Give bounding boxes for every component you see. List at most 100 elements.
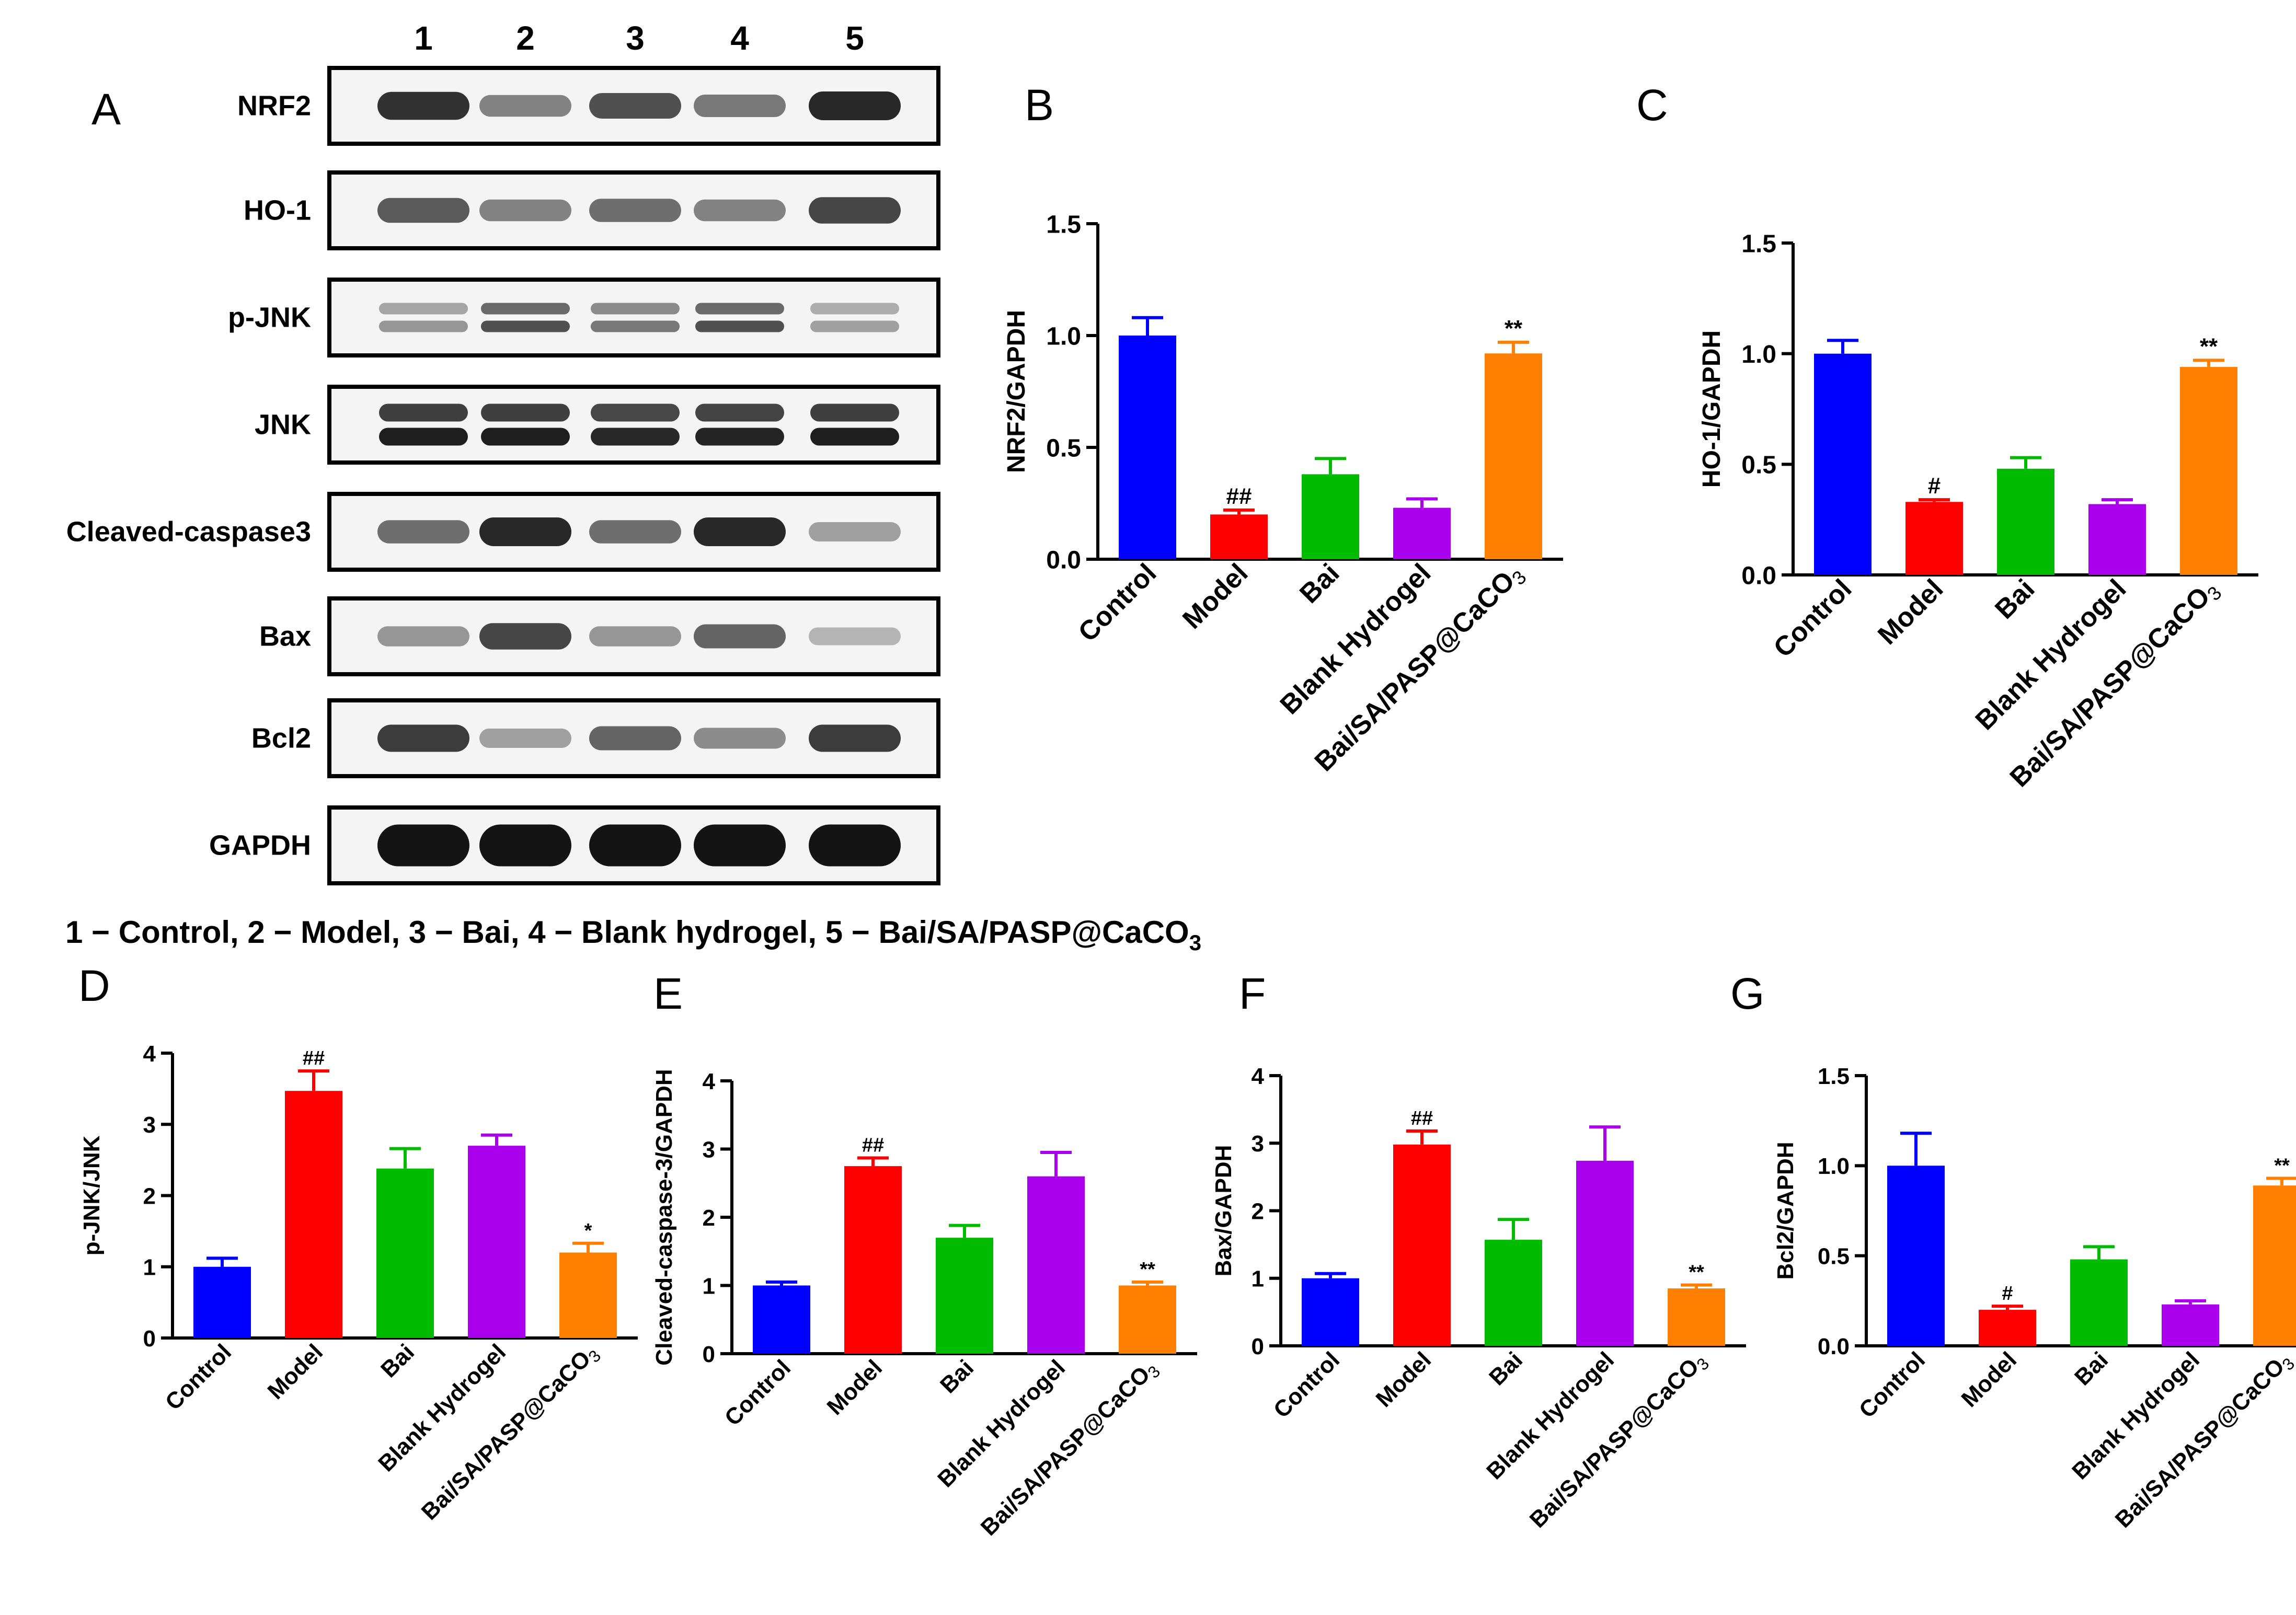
y-tick-label: 0.5 [1046,434,1081,462]
blot-band [810,320,899,332]
bar [1027,1176,1085,1354]
bar [844,1166,902,1354]
lane-numbers: 1 2 3 4 5 [414,19,864,57]
y-tick-label: 1.5 [1818,1064,1850,1089]
bar [1887,1166,1945,1346]
significance-label: ** [1689,1262,1704,1284]
bar [2088,504,2146,575]
blot-band [377,724,469,752]
bar [285,1091,342,1338]
lane-legend: 1 − Control, 2 − Model, 3 − Bai, 4 − Bla… [65,915,1201,955]
category-label: Control [720,1355,796,1431]
category-label: Bai [1294,558,1345,609]
blot-band [377,626,469,647]
blot-row: Bax [259,596,940,676]
bar [2070,1259,2128,1346]
panel-letter-e: E [653,969,683,1018]
lane-number: 3 [626,19,645,57]
lane-number: 5 [845,19,864,57]
panel-letter-b: B [1025,80,1054,130]
blot-rows: NRF2 HO-1 p-JNK JNK Cleaved-caspase3 Bax Bcl2 G… [66,66,940,885]
bar [1485,353,1542,559]
y-tick-label: 1.5 [1046,211,1081,238]
significance-label: ## [1226,483,1252,509]
significance-label: ## [1411,1108,1433,1129]
blot-band [694,624,786,649]
protein-label: Bcl2 [251,723,311,754]
blot-band [694,517,786,546]
bar [1668,1288,1725,1346]
category-label-text: Bai/SA/PASP@CaCO [417,1346,596,1525]
blot-band [695,320,784,332]
blot-band [694,728,786,749]
category-label: Control [1269,1347,1345,1423]
category-label: Control [1073,558,1163,648]
protein-label: JNK [255,409,311,441]
blot-band [379,303,468,315]
y-tick-label: 2 [703,1205,715,1231]
y-axis-label: Cleaved-caspase-3/GAPDH [651,1069,677,1365]
bar [468,1146,525,1338]
panel-letter-d: D [78,961,110,1010]
category-label: Bai/SA/PASP@CaCO3 [1525,1347,1713,1535]
blot-frame [327,385,940,465]
significance-label: ## [303,1047,325,1069]
category-label-text: Bai/SA/PASP@CaCO [976,1362,1155,1541]
blot-band [377,198,469,223]
blot-band [589,626,681,647]
bar [1119,336,1176,559]
lane-legend-text: 1 − Control, 2 − Model, 3 − Bai, 4 − Bla… [65,915,1189,950]
category-label: Bai/SA/PASP@CaCO3 [2110,1347,2296,1535]
panel-letter-f: F [1239,969,1266,1018]
category-label: Bai/SA/PASP@CaCO3 [417,1339,605,1527]
y-tick-label: 0.5 [1818,1244,1850,1270]
protein-label: p-JNK [228,302,311,333]
significance-label: * [584,1220,592,1242]
blot-band [694,824,786,867]
blot-band [377,91,469,120]
y-tick-label: 4 [703,1069,716,1094]
bar-chart-e: E 0 1 2 3 4 Cleaved-caspase-3/GAPDH Control ## Mo… [651,969,1197,1541]
blot-band [809,522,901,541]
bar-chart-g: G 0.0 0.5 1.0 1.5 Bcl2/GAPDH Control # Model BaiB… [1730,969,2296,1535]
blot-band [809,627,901,645]
blot-band [694,95,786,117]
blot-row: GAPDH [209,805,940,885]
y-tick-label: 1 [143,1255,156,1281]
y-tick-label: 1.0 [1818,1153,1850,1179]
blot-band [379,320,468,332]
western-blot-panel: A 1 2 3 4 5 NRF2 HO-1 p-JNK JNK Cleaved-caspase3… [65,19,1201,955]
blot-band [591,303,680,315]
lane-number: 1 [414,19,433,57]
blot-band [481,428,570,446]
bar-chart-c: C 0.0 0.5 1.0 1.5 HO-1/GAPDH Control # Model BaiB… [1636,80,2258,793]
category-label: Bai [1484,1347,1528,1390]
bar [1119,1285,1176,1354]
category-label: Control [160,1339,236,1415]
lane-number: 2 [516,19,535,57]
category-label: Bai [2070,1347,2113,1390]
bar [1302,474,1359,559]
significance-label: ** [1505,316,1523,341]
lane-legend-subscript: 3 [1189,930,1201,955]
y-tick-label: 2 [1252,1198,1264,1224]
bar [2180,367,2237,575]
y-tick-label: 0 [1252,1334,1264,1359]
y-tick-label: 0.5 [1741,452,1776,479]
blot-band [479,517,571,546]
category-label: Model [822,1355,888,1420]
bar [2162,1304,2219,1346]
blot-band [809,91,901,120]
blot-band [379,403,468,422]
bar [753,1285,810,1354]
significance-label: # [1928,473,1941,499]
category-label-text: Bai/SA/PASP@CaCO [1525,1354,1704,1533]
y-tick-label: 1 [1252,1266,1264,1292]
blot-band [481,303,570,315]
bar [2253,1185,2296,1346]
bar [1905,502,1963,575]
blot-band [810,428,899,446]
y-tick-label: 0.0 [1046,546,1081,574]
blot-band [809,724,901,752]
